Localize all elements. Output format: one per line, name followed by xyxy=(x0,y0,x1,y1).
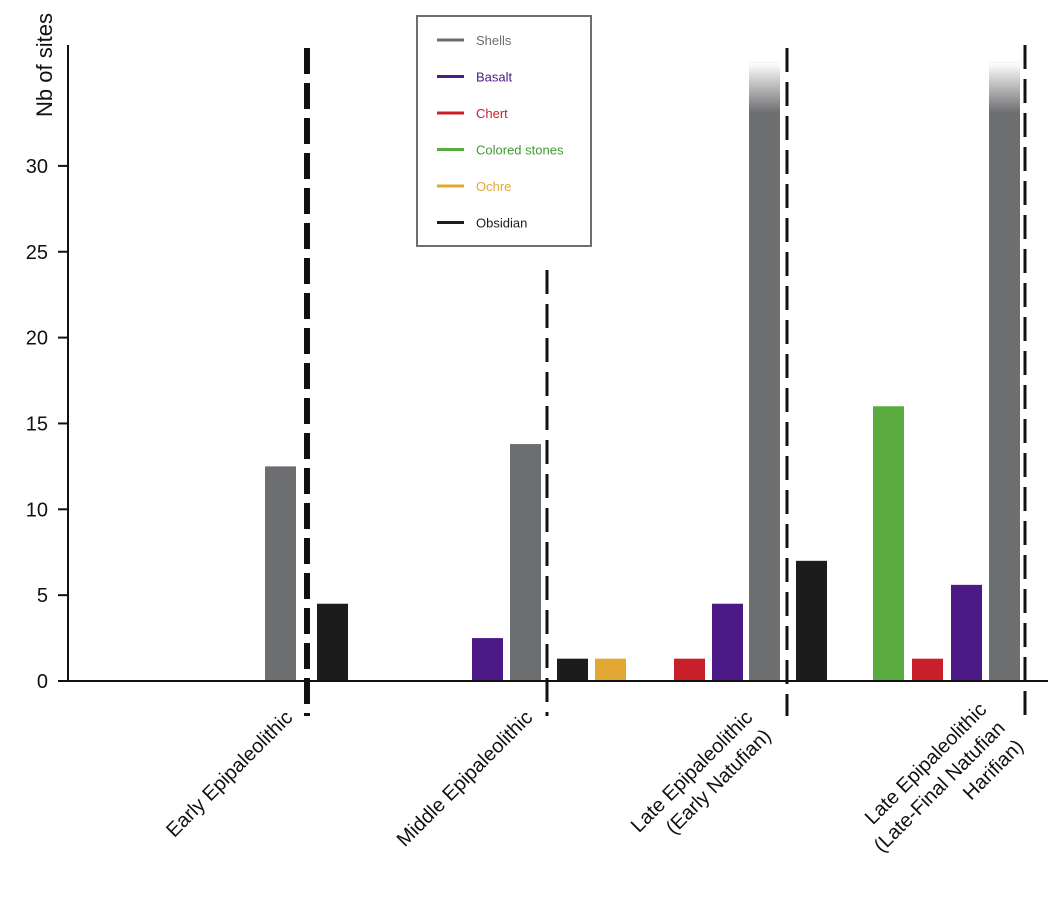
category-label-1: Early Epipaleolithic xyxy=(162,707,297,842)
category-label-line: Early Epipaleolithic xyxy=(162,707,297,842)
category-label-line: Middle Epipaleolithic xyxy=(393,707,537,851)
legend-label-obsidian: Obsidian xyxy=(476,216,527,231)
bar-colored-stones-cat3 xyxy=(873,406,904,681)
legend-label-basalt: Basalt xyxy=(476,70,513,85)
y-tick-label-5: 5 xyxy=(37,585,48,607)
y-tick-label-25: 25 xyxy=(26,242,48,264)
y-axis-label: Nb of sites xyxy=(32,13,57,117)
axes xyxy=(67,45,1048,682)
bars xyxy=(265,62,1020,681)
bar-basalt-cat3 xyxy=(951,584,982,681)
y-tick-label-20: 20 xyxy=(26,328,48,350)
y-tick-label-30: 30 xyxy=(26,156,48,178)
y-tick-label-0: 0 xyxy=(37,671,48,693)
bar-chert-cat3 xyxy=(912,658,943,681)
bar-break-fade-cat2 xyxy=(749,62,780,113)
legend-box xyxy=(416,15,592,247)
legend: Shells Basalt Chert Colored stones Ochre Obsi… xyxy=(416,15,592,247)
category-label-4: Late Epipaleolithic(Late-Final NatufianH… xyxy=(861,699,1028,857)
period-dividers xyxy=(304,45,1027,716)
y-tick-label-15: 15 xyxy=(26,413,48,435)
bar-shells-cat1 xyxy=(510,444,541,681)
legend-label-colored-stones: Colored stones xyxy=(476,143,564,158)
bar-basalt-cat2 xyxy=(712,603,743,681)
legend-label-shells: Shells xyxy=(476,33,512,48)
legend-label-ochre: Ochre xyxy=(476,179,511,194)
bar-shells-cat0 xyxy=(265,466,296,681)
bar-break-fade-cat3 xyxy=(989,62,1020,113)
bar-obsidian-cat2 xyxy=(796,560,827,681)
bar-chert-cat2 xyxy=(674,658,705,681)
y-tick-label-10: 10 xyxy=(26,499,48,521)
bar-basalt-cat1 xyxy=(472,638,503,681)
legend-label-chert: Chert xyxy=(476,106,508,121)
y-ticks: 0 5 10 15 20 25 30 xyxy=(26,156,68,693)
category-labels: Early Epipaleolithic Middle Epipaleolithi… xyxy=(162,699,1028,857)
bar-obsidian-cat1 xyxy=(557,658,588,681)
bar-shells-cat2 xyxy=(749,62,780,681)
category-label-2: Middle Epipaleolithic xyxy=(393,707,537,851)
bar-ochre-cat1 xyxy=(595,658,626,681)
bar-obsidian-cat0 xyxy=(317,603,348,681)
bar-shells-cat3 xyxy=(989,62,1020,681)
category-label-3: Late Epipaleolithic(Early Natufian) xyxy=(627,707,776,839)
